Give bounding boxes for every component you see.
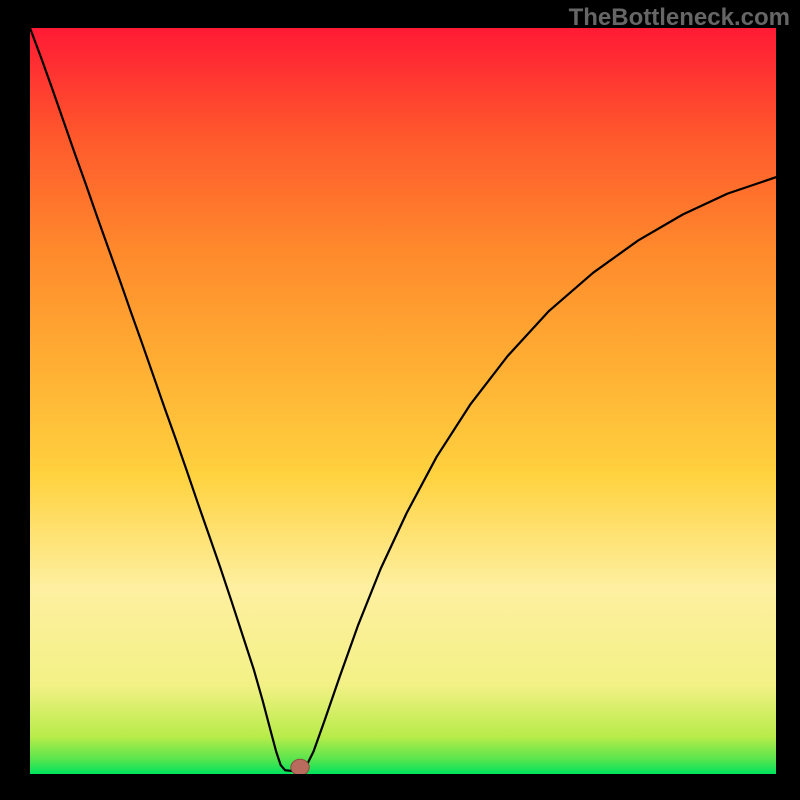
bottleneck-curve (30, 28, 776, 771)
chart-svg-layer (30, 28, 776, 774)
optimal-point-marker (291, 759, 309, 774)
chart-plot-area (30, 28, 776, 774)
chart-frame: TheBottleneck.com (0, 0, 800, 800)
